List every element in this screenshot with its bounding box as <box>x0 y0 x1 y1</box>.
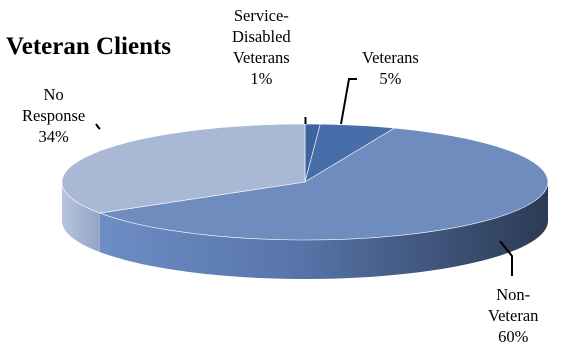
slice-label-veterans: Veterans 5% <box>362 48 419 88</box>
pie-slice-non-veteran <box>98 127 549 241</box>
chart-title: Veteran Clients <box>6 33 172 60</box>
pie-sides <box>62 182 548 279</box>
slice-label-service-disabled: Service- Disabled Veterans 1% <box>232 6 291 88</box>
pie-side-no-response <box>62 182 100 253</box>
leader-line-non-veteran <box>499 240 513 276</box>
pie-side-non-veteran <box>99 182 548 279</box>
slice-label-non-veteran: Non- Veteran 60% <box>488 285 539 346</box>
leader-line-veterans <box>340 78 357 125</box>
leader-line-no-response <box>95 123 101 130</box>
slice-label-no-response: No Response 34% <box>22 85 86 146</box>
pie-slices <box>61 123 549 241</box>
leader-lines <box>95 78 513 276</box>
pie-slice-no-response <box>61 123 306 214</box>
